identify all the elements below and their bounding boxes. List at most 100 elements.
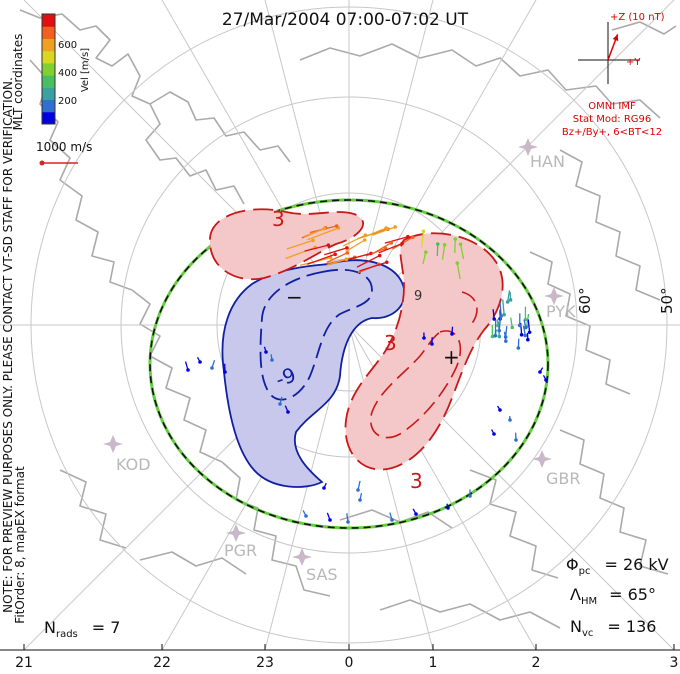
mlt-tick-label: 21 [15, 655, 33, 671]
velocity-vector [389, 512, 394, 522]
velocity-vector [497, 315, 502, 333]
velocity-vector [493, 319, 498, 338]
cell-marker-negative: − [286, 285, 303, 309]
reference-vector: 1000 m/s [36, 140, 92, 166]
contour-label-positive-noon: 3 [272, 207, 285, 231]
velocity-vector [345, 238, 367, 253]
stat-nrads-value: = 7 [92, 618, 121, 637]
velocity-vector [270, 354, 274, 362]
imf-model: Stat Mod: RG96 [573, 114, 652, 125]
stat-nvc-value: = 136 [607, 617, 656, 636]
fitorder-label: FitOrder: 8, mapEX format [13, 466, 27, 624]
velocity-vector [284, 405, 290, 414]
velocity-vector [378, 241, 404, 254]
imf-vector-head [612, 34, 619, 42]
color-scale-segment [42, 50, 55, 64]
contour-label-positive-inner: 9 [414, 289, 422, 304]
velocity-vector [384, 234, 410, 244]
color-scale-tick-200: 200 [58, 96, 77, 107]
radar-marker-pyk [544, 287, 564, 305]
velocity-vector [278, 396, 283, 406]
velocity-vector [458, 242, 465, 260]
velocity-vector [210, 360, 216, 370]
velocity-vector [342, 233, 368, 247]
velocity-vector [526, 332, 530, 342]
page-title: 27/Mar/2004 07:00-07:02 UT [222, 10, 469, 30]
latitude-label-50: 50° [658, 287, 676, 314]
velocity-color-scale: 200 400 600 Vel [m/s] [41, 13, 91, 125]
radar-marker-sas [292, 548, 312, 566]
grid-meridian-1 [348, 324, 434, 651]
mlt-tick-label: 3 [670, 655, 679, 671]
radar-marker-pgr [226, 524, 246, 542]
velocity-vector [542, 374, 548, 382]
velocity-vector [358, 493, 363, 502]
velocity-vector [510, 317, 515, 330]
velocity-vector [508, 291, 513, 302]
stat-lambda-hm-sub: HM [581, 596, 597, 607]
velocity-vector [196, 356, 202, 364]
velocity-vector [346, 513, 350, 524]
stat-phi-pc-symbol: Φ [566, 555, 579, 574]
color-scale-segment [42, 111, 55, 125]
velocity-vector [184, 361, 190, 372]
stat-nvc: Nvc = 136 [570, 617, 656, 639]
stat-nrads: Nrads = 7 [44, 618, 120, 640]
color-scale-tick-400: 400 [58, 68, 77, 79]
velocity-vector [363, 226, 388, 238]
color-scale-frame [41, 13, 56, 125]
velocity-vector [430, 337, 434, 346]
velocity-vector [286, 238, 315, 250]
radar-label-sas: SAS [306, 565, 338, 584]
radar-marker-kod [103, 435, 123, 453]
velocity-vector [303, 226, 327, 238]
velocity-vector [497, 405, 502, 412]
fit-statistics: Φpc = 26 kV ΛHM = 65° Nvc = 136 Nrads = 7 [44, 555, 669, 640]
stat-phi-pc: Φpc = 26 kV [566, 555, 669, 577]
velocity-vector [453, 237, 458, 253]
imf-by-label: +Y [626, 57, 641, 68]
stat-phi-pc-sub: pc [579, 566, 591, 577]
negative-potential-cell [221, 259, 406, 488]
mlt-tick-label: 1 [429, 655, 438, 671]
velocity-vector [491, 429, 496, 436]
color-scale-segment [42, 99, 55, 113]
velocity-vector [326, 512, 332, 522]
mlt-tick-label: 2 [532, 655, 541, 671]
velocity-vector [322, 482, 327, 490]
velocity-vector [517, 313, 522, 328]
velocity-vector [324, 246, 349, 256]
velocity-vector [516, 338, 521, 350]
preview-note: NOTE: FOR PREVIEW PURPOSES ONLY. PLEASE … [1, 77, 15, 613]
velocity-vector [468, 489, 472, 498]
velocity-vector [523, 306, 528, 322]
imf-dial: +Z (10 nT) +Y OMNI IMF Stat Mod: RG96 Bz… [562, 12, 665, 138]
color-scale-segment [42, 75, 55, 88]
velocity-vector [263, 346, 268, 354]
imf-bz-label: +Z (10 nT) [610, 12, 665, 23]
velocity-vector [505, 290, 511, 304]
radar-label-pyk: PYK [546, 302, 576, 321]
velocity-vector [302, 510, 308, 518]
velocity-vector [307, 252, 337, 265]
velocity-vector [304, 243, 331, 252]
velocity-vector [356, 480, 361, 492]
velocity-vector [492, 309, 496, 321]
velocity-vector [371, 241, 394, 255]
contour-label-positive-lower: 3 [410, 469, 423, 493]
coordinate-label: MLT coordinates [11, 34, 25, 131]
color-scale-segment [42, 38, 55, 52]
velocity-vectors [184, 224, 548, 524]
stat-lambda-hm: ΛHM = 65° [570, 585, 656, 607]
stat-nvc-sub: vc [582, 628, 593, 639]
velocity-vector [508, 415, 512, 422]
latitude-label-60: 60° [576, 287, 594, 314]
velocity-vector [503, 331, 508, 343]
velocity-vector [441, 243, 447, 260]
mlt-tick-label: 22 [153, 655, 171, 671]
cell-marker-positive: + [443, 345, 460, 369]
negative-contour-inner [259, 268, 373, 401]
negative-cell-fill [221, 259, 406, 488]
velocity-vector [450, 326, 454, 336]
velocity-vector [527, 319, 532, 335]
